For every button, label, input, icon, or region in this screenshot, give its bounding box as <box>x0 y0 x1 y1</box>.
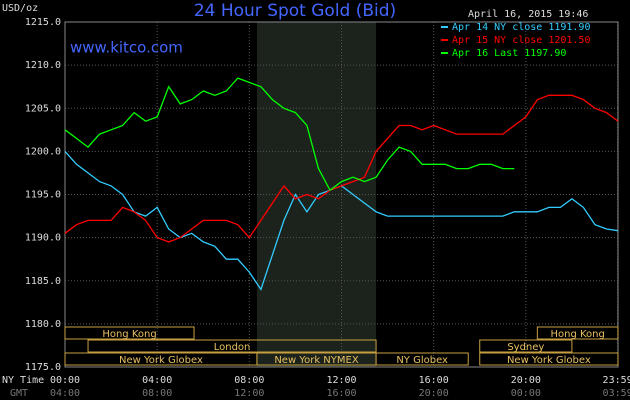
x2-tick-label: 03:59 <box>603 388 630 399</box>
y-tick-label: 1175.0 <box>25 362 61 373</box>
session-box <box>536 326 619 340</box>
session-label: Sydney <box>507 342 544 353</box>
session-label: NY Globex <box>396 355 448 366</box>
legend-label: Apr 14 NY close 1191.90 <box>452 22 590 33</box>
x-tick-label: 16:00 <box>419 375 449 386</box>
y-tick-label: 1195.0 <box>25 190 61 201</box>
legend-label: Apr 16 Last 1197.90 <box>452 48 566 59</box>
y-axis-label: USD/oz <box>2 3 38 14</box>
x2-tick-label: 12:00 <box>234 388 264 399</box>
x-tick-label: 04:00 <box>142 375 172 386</box>
session-box <box>479 352 619 366</box>
session-label: Hong Kong <box>550 329 604 340</box>
session-label: New York Globex <box>119 355 203 366</box>
session-box <box>87 339 377 353</box>
x2-tick-label: 08:00 <box>142 388 172 399</box>
y-tick-label: 1205.0 <box>25 103 61 114</box>
highlight-band <box>256 22 377 367</box>
website: www.kitco.com <box>70 39 183 57</box>
series-line <box>64 77 515 192</box>
session-label: London <box>214 342 251 353</box>
x-tick-label: 23:59 <box>603 375 630 386</box>
x2-tick-label: 00:00 <box>511 388 541 399</box>
y-tick-label: 1210.0 <box>25 60 61 71</box>
x2-tick-label: 04:00 <box>50 388 80 399</box>
x-tick-label: 08:00 <box>234 375 264 386</box>
chart-title: 24 Hour Spot Gold (Bid) <box>194 1 396 21</box>
timestamp: April 16, 2015 19:46 <box>468 9 588 20</box>
y-tick-label: 1180.0 <box>25 319 61 330</box>
session-label: New York Globex <box>507 355 591 366</box>
session-label: Hong Kong <box>102 329 156 340</box>
x-tick-label: 20:00 <box>511 375 541 386</box>
y-tick-label: 1185.0 <box>25 276 61 287</box>
x2-tick-label: 16:00 <box>326 388 356 399</box>
legend-label: Apr 15 NY close 1201.50 <box>452 35 590 46</box>
session-box <box>479 339 573 353</box>
session-label: New York NYMEX <box>274 355 359 366</box>
x2-tick-label: 20:00 <box>419 388 449 399</box>
y-tick-label: 1200.0 <box>25 146 61 157</box>
plot-frame <box>64 21 619 368</box>
series-line <box>64 94 619 243</box>
x-tick-label: 12:00 <box>326 375 356 386</box>
x-tick-label: 00:00 <box>50 375 80 386</box>
session-box <box>375 352 469 366</box>
x2-axis-label: GMT <box>10 388 28 399</box>
y-tick-label: 1215.0 <box>25 17 61 28</box>
x-axis-label: NY Time <box>2 375 44 386</box>
session-box <box>64 326 195 340</box>
y-tick-label: 1190.0 <box>25 233 61 244</box>
